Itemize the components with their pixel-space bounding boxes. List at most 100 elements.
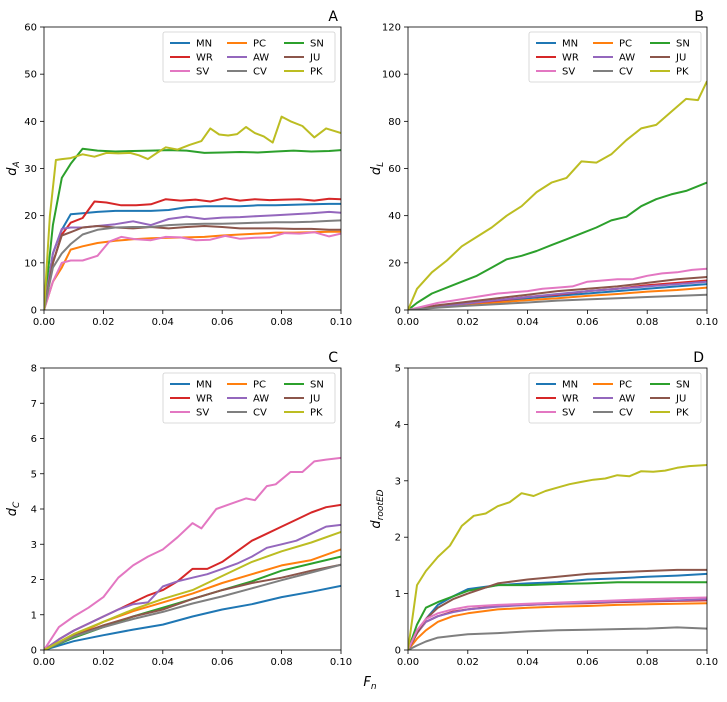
series-group (44, 456, 341, 650)
y-axis-label: dL (369, 162, 386, 175)
x-tick-label: 0.04 (516, 317, 538, 328)
y-tick-label: 100 (382, 70, 401, 81)
y-tick-label: 20 (388, 258, 401, 269)
panel-a: 0.00 0.02 0.04 0.06 0.08 0.100102030405060AdA… (5, 9, 352, 328)
x-tick-label: 0.10 (696, 657, 718, 668)
legend-label-ju: JU (309, 53, 320, 64)
x-tick-label: 0.06 (211, 317, 233, 328)
y-tick-label: 80 (388, 117, 401, 128)
x-tick-label: 0.00 (33, 317, 55, 328)
y-tick-label: 50 (24, 70, 37, 81)
legend-label-ju: JU (675, 53, 686, 64)
legend-label-pc: PC (619, 380, 632, 391)
series-group (44, 115, 341, 310)
series-line-cv (408, 293, 707, 310)
legend-box (162, 31, 336, 83)
x-tick-label: 0.04 (516, 657, 538, 668)
panel-label: A (328, 9, 338, 25)
panel-label: D (693, 350, 704, 366)
legend-label-pk: PK (310, 67, 323, 78)
y-tick-label: 60 (24, 23, 37, 34)
x-axis-label: Fn (363, 675, 376, 692)
legend-label-sn: SN (676, 39, 690, 50)
series-line-sv (44, 456, 341, 650)
panel-label: B (694, 9, 704, 25)
x-axis-label-sub: n (371, 682, 377, 692)
legend-label-pc: PC (253, 39, 266, 50)
y-tick-label: 3 (395, 476, 401, 487)
series-group (408, 464, 707, 650)
legend-label-wr: WR (196, 394, 213, 405)
series-line-sv (408, 596, 707, 650)
series-line-wr (44, 197, 341, 310)
series-line-mn (44, 584, 341, 650)
panel-label: C (328, 350, 338, 366)
legend-label-ju: JU (675, 394, 686, 405)
series-line-pk (408, 80, 707, 310)
x-tick-label: 0.10 (330, 317, 352, 328)
series-line-cv (408, 626, 707, 650)
x-axis-label-main: F (363, 675, 371, 690)
y-tick-label: 60 (388, 164, 401, 175)
y-tick-label: 3 (31, 540, 37, 551)
series-line-sv (44, 231, 341, 310)
y-axis-label-main: d (369, 166, 384, 175)
legend-label-mn: MN (562, 39, 578, 50)
y-tick-label: 2 (31, 575, 37, 586)
legend-label-sv: SV (196, 408, 209, 419)
y-tick-label: 0 (395, 306, 401, 317)
y-tick-label: 40 (388, 211, 401, 222)
legend-label-sv: SV (196, 67, 209, 78)
x-tick-label: 0.06 (211, 657, 233, 668)
y-tick-label: 6 (31, 434, 37, 445)
legend-label-pc: PC (253, 380, 266, 391)
legend-label-cv: CV (253, 67, 267, 78)
y-tick-label: 20 (24, 211, 37, 222)
y-tick-label: 10 (24, 258, 37, 269)
x-tick-label: 0.02 (92, 657, 114, 668)
legend-label-mn: MN (562, 380, 578, 391)
series-line-wr (408, 599, 707, 650)
axes-frame (407, 367, 708, 651)
x-tick-label: 0.08 (270, 317, 292, 328)
legend-label-pc: PC (619, 39, 632, 50)
x-tick-label: 0.02 (457, 657, 479, 668)
y-tick-label: 5 (395, 364, 401, 375)
y-axis-label-main: d (5, 507, 20, 516)
x-tick-label: 0.02 (92, 317, 114, 328)
x-tick-label: 0.00 (397, 657, 419, 668)
y-tick-label: 7 (31, 399, 37, 410)
legend-label-wr: WR (562, 394, 579, 405)
y-tick-label: 4 (395, 420, 401, 431)
legend-label-wr: WR (196, 53, 213, 64)
y-tick-label: 4 (31, 505, 37, 516)
series-line-ju (408, 276, 707, 310)
legend-label-pk: PK (676, 408, 689, 419)
legend-label-cv: CV (619, 67, 633, 78)
legend-label-aw: AW (619, 394, 635, 405)
x-tick-label: 0.06 (576, 317, 598, 328)
y-tick-label: 30 (24, 164, 37, 175)
series-line-ju (44, 563, 341, 650)
series-line-pk (44, 115, 341, 310)
series-line-aw (44, 210, 341, 310)
legend-label-sv: SV (562, 408, 575, 419)
y-axis-label-main: d (5, 167, 20, 176)
series-line-pc (408, 602, 707, 650)
legend: MN PC SN WR AW JU SV CV PK (528, 372, 702, 424)
series-line-sn (408, 181, 707, 310)
y-tick-label: 8 (31, 364, 37, 375)
legend: MN PC SN WR AW JU SV CV PK (162, 372, 336, 424)
series-line-aw (408, 280, 707, 310)
x-tick-label: 0.00 (397, 317, 419, 328)
series-line-aw (408, 598, 707, 650)
legend-label-mn: MN (196, 380, 212, 391)
x-tick-label: 0.10 (696, 317, 718, 328)
legend: MN PC SN WR AW JU SV CV PK (162, 31, 336, 83)
legend-label-pk: PK (676, 67, 689, 78)
y-axis-label-sub: A (12, 161, 22, 168)
legend-label-pk: PK (310, 408, 323, 419)
x-tick-label: 0.02 (457, 317, 479, 328)
